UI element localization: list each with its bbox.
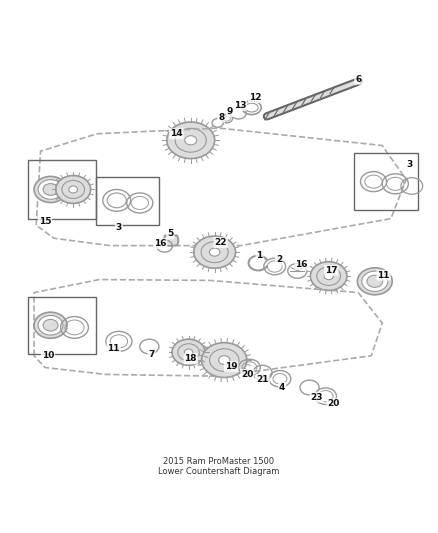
Ellipse shape [43, 319, 58, 331]
Text: 17: 17 [325, 266, 338, 275]
Text: 22: 22 [215, 238, 227, 247]
Text: 16: 16 [154, 239, 166, 248]
Ellipse shape [34, 176, 67, 203]
Ellipse shape [185, 136, 197, 145]
Text: 18: 18 [184, 354, 197, 364]
Ellipse shape [34, 312, 67, 338]
Ellipse shape [194, 236, 236, 268]
Text: 8: 8 [218, 112, 224, 122]
Text: 10: 10 [42, 351, 54, 360]
Bar [28, 297, 96, 353]
Text: 21: 21 [256, 375, 269, 384]
Ellipse shape [357, 268, 392, 295]
Ellipse shape [201, 343, 247, 377]
Text: 14: 14 [170, 130, 183, 138]
Text: 6: 6 [355, 75, 361, 84]
Ellipse shape [38, 180, 63, 199]
Text: 20: 20 [327, 399, 339, 408]
Ellipse shape [209, 248, 220, 256]
Ellipse shape [184, 349, 193, 356]
Ellipse shape [311, 262, 347, 290]
Ellipse shape [209, 349, 239, 372]
Ellipse shape [317, 266, 341, 285]
Text: 12: 12 [249, 93, 261, 102]
Ellipse shape [175, 128, 206, 152]
Text: 1: 1 [256, 251, 263, 260]
Ellipse shape [367, 275, 383, 287]
Ellipse shape [43, 183, 58, 195]
Text: 23: 23 [311, 393, 323, 401]
Ellipse shape [178, 344, 199, 361]
Text: 5: 5 [167, 229, 173, 238]
Text: 11: 11 [107, 344, 120, 353]
Text: 3: 3 [116, 223, 122, 232]
Bar [354, 154, 418, 210]
Ellipse shape [167, 122, 215, 158]
Text: 2: 2 [276, 255, 282, 264]
Text: 3: 3 [406, 160, 413, 169]
FancyBboxPatch shape [164, 235, 178, 246]
Ellipse shape [172, 339, 205, 365]
Ellipse shape [69, 186, 78, 193]
Text: 20: 20 [241, 370, 254, 379]
Bar [28, 160, 96, 219]
Text: 16: 16 [296, 260, 308, 269]
Bar [96, 177, 159, 225]
Text: 7: 7 [148, 350, 155, 359]
Text: 19: 19 [225, 362, 237, 371]
Text: 13: 13 [233, 101, 246, 110]
Text: 9: 9 [227, 107, 233, 116]
Ellipse shape [362, 271, 388, 292]
Ellipse shape [62, 180, 85, 198]
Ellipse shape [219, 356, 230, 365]
Ellipse shape [56, 175, 91, 204]
Ellipse shape [38, 316, 63, 335]
Ellipse shape [324, 272, 333, 280]
Text: 4: 4 [279, 383, 285, 392]
Text: 11: 11 [377, 271, 390, 280]
Text: 2015 Ram ProMaster 1500
Lower Countershaft Diagram: 2015 Ram ProMaster 1500 Lower Countersha… [158, 457, 280, 477]
Text: 15: 15 [39, 217, 51, 226]
Ellipse shape [201, 241, 228, 263]
